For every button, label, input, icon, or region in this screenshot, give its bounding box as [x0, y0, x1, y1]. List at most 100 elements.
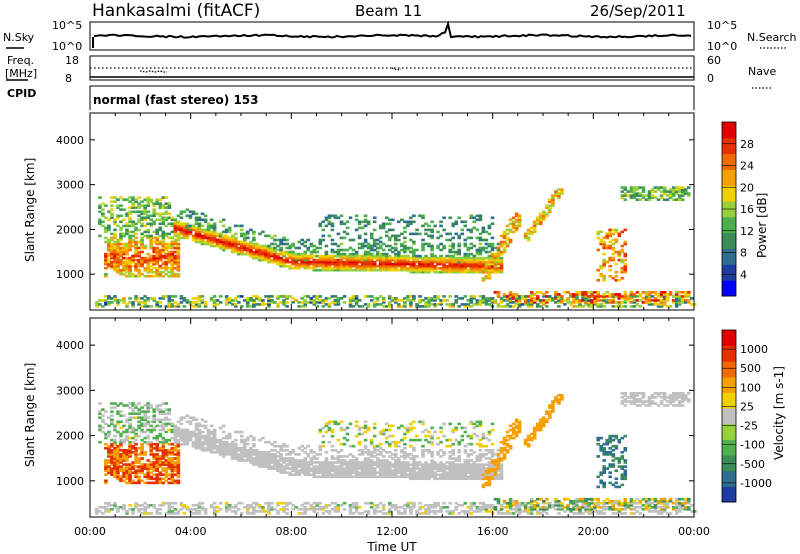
power-cell	[436, 297, 440, 300]
power-cell	[152, 250, 156, 254]
power-cell	[415, 264, 419, 268]
power-cell	[167, 305, 172, 308]
velocity-cell	[309, 508, 314, 511]
power-cell	[261, 299, 265, 302]
power-cell	[611, 238, 616, 242]
velocity-cell	[363, 471, 368, 474]
power-cell	[146, 196, 150, 199]
power-cell	[484, 264, 489, 268]
power-cell	[285, 256, 289, 260]
velocity-cell	[454, 469, 458, 472]
power-cell	[687, 295, 691, 298]
power-cell	[185, 230, 190, 234]
power-cell	[143, 256, 147, 260]
power-cell	[273, 258, 277, 262]
power-cell	[493, 258, 498, 262]
power-cell	[128, 206, 132, 209]
power-cell	[122, 297, 126, 300]
velocity-cell	[170, 453, 175, 456]
velocity-cell	[424, 465, 428, 468]
power-cell	[653, 293, 658, 296]
velocity-cell	[209, 430, 214, 434]
power-cell	[128, 218, 132, 222]
power-cell	[306, 238, 310, 242]
power-cell	[418, 260, 422, 264]
power-cell	[397, 260, 401, 264]
power-cell	[602, 258, 606, 262]
velocity-cell	[149, 406, 153, 409]
power-cell	[466, 228, 471, 232]
power-cell	[164, 295, 169, 298]
velocity-cell	[372, 422, 377, 426]
power-cell	[324, 258, 329, 262]
power-cell	[167, 295, 172, 298]
power-cell	[478, 295, 483, 298]
velocity-cell	[430, 465, 434, 468]
velocity-cell	[167, 481, 172, 485]
velocity-cell	[110, 467, 114, 470]
power-cell	[267, 299, 271, 302]
velocity-cell	[113, 447, 117, 450]
velocity-cell	[176, 449, 181, 452]
power-cell	[194, 212, 199, 216]
velocity-cell	[309, 473, 314, 476]
velocity-cell	[101, 420, 105, 424]
power-cell	[430, 266, 434, 270]
velocity-cell	[436, 436, 440, 440]
velocity-cell	[372, 504, 377, 507]
power-cell	[602, 301, 606, 304]
velocity-cell	[107, 447, 111, 450]
power-cell	[478, 252, 483, 256]
power-cell	[375, 254, 380, 258]
velocity-cell	[451, 428, 455, 432]
power-cell	[372, 260, 377, 264]
power-cell	[113, 200, 117, 203]
velocity-cell	[418, 506, 422, 509]
velocity-cell	[282, 471, 286, 474]
power-cell	[309, 244, 314, 248]
power-cell	[391, 256, 395, 260]
velocity-cell	[372, 475, 377, 479]
power-cell	[508, 291, 513, 294]
power-cell	[611, 252, 616, 256]
power-cell	[581, 297, 585, 300]
velocity-cell	[336, 422, 341, 426]
power-cell	[436, 266, 440, 270]
velocity-cell	[300, 449, 304, 452]
power-cell	[321, 299, 326, 302]
velocity-cell	[128, 424, 132, 428]
power-cell	[496, 291, 501, 294]
velocity-cell	[209, 440, 214, 444]
power-cell	[122, 252, 126, 256]
power-cell	[321, 234, 326, 238]
power-cell	[167, 266, 172, 270]
power-cell	[137, 250, 141, 254]
velocity-cell	[336, 467, 341, 470]
velocity-cell	[252, 444, 256, 448]
velocity-cell	[448, 475, 452, 479]
power-cell	[261, 252, 265, 256]
velocity-cell	[306, 453, 310, 456]
velocity-cell	[345, 426, 350, 430]
velocity-cell	[152, 408, 156, 411]
power-cell	[116, 224, 120, 228]
power-cell	[161, 266, 166, 270]
power-cell	[629, 305, 634, 308]
power-cell	[125, 246, 129, 250]
velocity-cell	[104, 463, 108, 466]
power-cell	[188, 214, 193, 218]
velocity-cell	[113, 467, 117, 470]
velocity-cell	[300, 463, 304, 466]
power-cell	[366, 252, 371, 256]
velocity-cell	[122, 459, 126, 462]
power-cell	[321, 258, 326, 262]
velocity-cell	[391, 504, 395, 507]
velocity-cell	[95, 510, 99, 513]
power-cell	[230, 234, 235, 238]
power-cell	[273, 260, 277, 264]
power-cell	[617, 293, 622, 296]
power-cell	[309, 297, 314, 300]
velocity-cell	[324, 510, 329, 513]
power-cell	[677, 198, 682, 201]
